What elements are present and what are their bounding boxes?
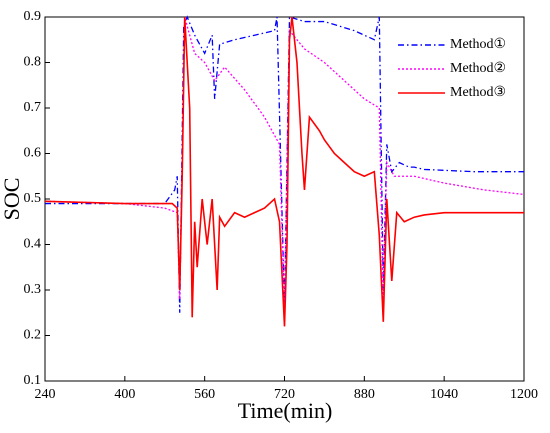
x-tick-label: 720 (274, 387, 295, 402)
x-tick-label: 1200 (510, 387, 538, 402)
legend-label: Method③ (450, 85, 506, 100)
x-tick-label: 560 (194, 387, 215, 402)
y-tick-label: 0.3 (24, 282, 42, 297)
x-tick-label: 400 (114, 387, 135, 402)
y-tick-label: 0.4 (24, 237, 42, 252)
y-tick-label: 0.5 (24, 191, 42, 206)
legend-label: Method② (450, 61, 506, 76)
legend-label: Method① (450, 37, 506, 52)
y-tick-label: 0.6 (24, 146, 42, 161)
y-tick-label: 0.8 (24, 55, 42, 70)
y-tick-label: 0.1 (24, 373, 42, 388)
x-tick-label: 240 (35, 387, 56, 402)
y-tick-label: 0.9 (24, 9, 42, 24)
x-axis-label: Time(min) (238, 398, 333, 423)
y-tick-label: 0.7 (24, 100, 42, 115)
y-tick-label: 0.2 (24, 328, 42, 343)
y-axis-label: SOC (0, 178, 24, 221)
x-tick-label: 880 (354, 387, 375, 402)
x-tick-label: 1040 (430, 387, 458, 402)
series-line (44, 16, 524, 327)
